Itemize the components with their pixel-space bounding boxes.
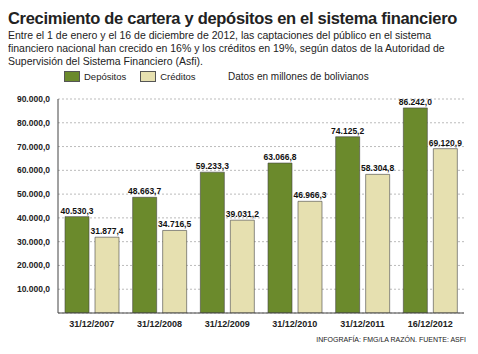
- svg-text:34.716,5: 34.716,5: [158, 219, 191, 229]
- svg-text:50.000,0: 50.000,0: [17, 189, 50, 199]
- html-text:Créditos: Créditos: [160, 71, 196, 82]
- svg-text:74.125,2: 74.125,2: [331, 126, 364, 136]
- svg-text:63.066,8: 63.066,8: [263, 152, 296, 162]
- svg-text:58.304,8: 58.304,8: [361, 163, 394, 173]
- svg-text:46.966,3: 46.966,3: [293, 190, 326, 200]
- html-text:Depósitos: Depósitos: [84, 71, 127, 82]
- svg-text:59.233,3: 59.233,3: [196, 161, 229, 171]
- svg-text:80.000,0: 80.000,0: [17, 118, 50, 128]
- svg-text:31/12/2010: 31/12/2010: [272, 319, 317, 329]
- svg-text:86.242,0: 86.242,0: [399, 97, 432, 107]
- html-text:Datos en millones de boliviano: Datos en millones de bolivianos: [228, 71, 369, 82]
- svg-text:30.000,0: 30.000,0: [17, 237, 50, 247]
- html-text:Entre el 1 de enero y el 16 de: Entre el 1 de enero y el 16 de diciembre…: [8, 29, 445, 67]
- svg-text:16/12/2012: 16/12/2012: [408, 319, 453, 329]
- svg-text:39.031,2: 39.031,2: [226, 209, 259, 219]
- svg-text:10.000,0: 10.000,0: [17, 284, 50, 294]
- svg-text:31/12/2007: 31/12/2007: [69, 319, 114, 329]
- svg-text:31.877,4: 31.877,4: [90, 226, 123, 236]
- svg-text:90.000,0: 90.000,0: [17, 94, 50, 104]
- svg-text:31/12/2008: 31/12/2008: [137, 319, 182, 329]
- html-text:Crecimiento de cartera y depós: Crecimiento de cartera y depósitos en el…: [8, 9, 458, 27]
- svg-text:31/12/2011: 31/12/2011: [340, 319, 385, 329]
- svg-text:48.663,7: 48.663,7: [128, 186, 161, 196]
- svg-text:31/12/2009: 31/12/2009: [205, 319, 250, 329]
- svg-text:60.000,0: 60.000,0: [17, 165, 50, 175]
- html-text:INFOGRAFÍA: FMG/LA RAZÓN. FUEN: INFOGRAFÍA: FMG/LA RAZÓN. FUENTE: ASFI: [316, 336, 466, 343]
- svg-text:69.120,9: 69.120,9: [429, 138, 462, 148]
- svg-text:70.000,0: 70.000,0: [17, 142, 50, 152]
- svg-text:40.530,3: 40.530,3: [60, 206, 93, 216]
- svg-text:20.000,0: 20.000,0: [17, 260, 50, 270]
- svg-text:40.000,0: 40.000,0: [17, 213, 50, 223]
